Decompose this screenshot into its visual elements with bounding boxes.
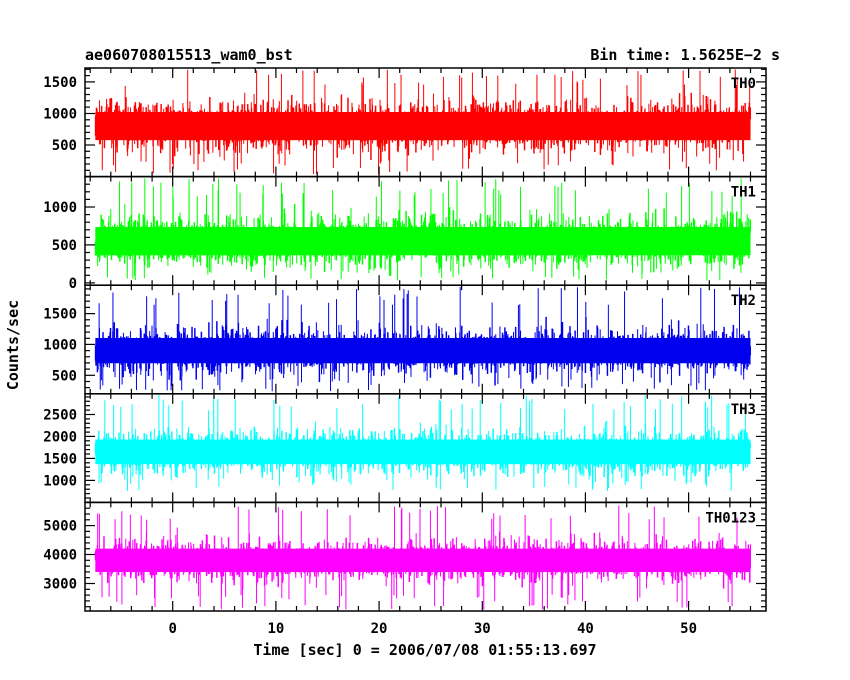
x-tick-label: 0: [168, 621, 176, 637]
y-tick-label: 5000: [43, 519, 77, 535]
panel-label-th0: TH0: [731, 76, 756, 92]
series-line-th0123: [94, 505, 752, 610]
x-tick-label: 10: [267, 621, 284, 637]
figure-title: ae060708015513_wam0_bst: [85, 46, 293, 64]
series-line-th0: [94, 69, 752, 175]
x-tick-label: 30: [474, 621, 491, 637]
x-tick-label: 50: [680, 621, 697, 637]
y-tick-label: 500: [52, 368, 77, 384]
panel-th3: 1000 1500 2000 2500 TH3: [43, 393, 767, 504]
series-line-th2: [94, 286, 752, 392]
y-tick-label: 1000: [43, 200, 77, 216]
panel-frame: [84, 501, 767, 612]
panel-label-th1: TH1: [731, 185, 756, 201]
y-axis-label: Counts/sec: [4, 300, 22, 390]
series-line-th3: [94, 394, 752, 491]
series-line-th1: [94, 178, 752, 281]
y-tick-label: 1000: [43, 106, 77, 122]
y-tick-label: 4000: [43, 548, 77, 564]
y-tick-label: 1000: [43, 473, 77, 489]
panel-label-th0123: TH0123: [705, 510, 756, 526]
y-tick-label: 1000: [43, 337, 77, 353]
panel-th2: 500 1000 1500 TH2: [43, 284, 767, 395]
panel-label-th2: TH2: [731, 293, 756, 309]
x-tick-label: 20: [371, 621, 388, 637]
panel-th1: 0 500 1000 TH1: [43, 175, 767, 292]
y-tick-label: 3000: [43, 576, 77, 592]
y-tick-label: 1500: [43, 451, 77, 467]
x-axis: 0 10 20 30 40 50: [168, 621, 697, 637]
panels-group: 500 1000 1500 TH0 0 500 1000 TH1 500 1000 1500 TH2 1…: [43, 67, 767, 612]
y-tick-label: 0: [69, 276, 77, 292]
x-tick-label: 40: [577, 621, 594, 637]
y-tick-label: 2000: [43, 429, 77, 445]
y-tick-label: 1500: [43, 75, 77, 91]
y-tick-label: 500: [52, 138, 77, 154]
x-axis-label: Time [sec] 0 = 2006/07/08 01:55:13.697: [253, 641, 596, 659]
y-tick-label: 500: [52, 238, 77, 254]
y-tick-label: 1500: [43, 307, 77, 323]
bin-time-label: Bin time: 1.5625E−2 s: [590, 46, 780, 64]
panel-th0: 500 1000 1500 TH0: [43, 67, 767, 178]
panel-th0123: 3000 4000 5000 TH0123: [43, 501, 767, 612]
y-tick-label: 2500: [43, 407, 77, 423]
panel-label-th3: TH3: [731, 402, 756, 418]
